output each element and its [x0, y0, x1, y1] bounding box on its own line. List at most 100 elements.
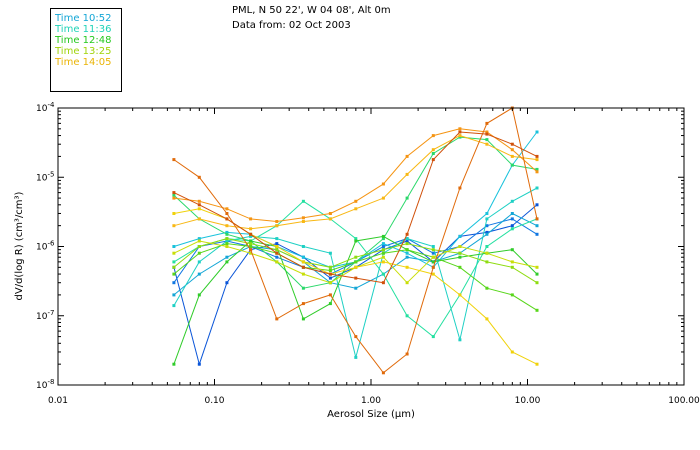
- series-s16: [172, 130, 539, 285]
- y-tick-label: 10-5: [36, 170, 54, 183]
- data-point: [354, 260, 358, 264]
- x-tick-label: 1.00: [361, 396, 381, 406]
- data-point: [485, 245, 489, 248]
- y-tick-label: 10-8: [36, 378, 54, 391]
- data-point: [275, 224, 279, 228]
- data-point: [197, 251, 201, 255]
- data-point: [510, 142, 514, 146]
- data-point: [354, 286, 358, 290]
- data-point: [301, 286, 305, 290]
- data-point: [249, 242, 253, 246]
- data-point: [197, 237, 201, 241]
- data-point: [354, 237, 358, 241]
- data-point: [172, 212, 176, 215]
- plot-frame: [57, 107, 685, 386]
- data-point: [328, 272, 332, 276]
- x-tick-label: 0.01: [48, 396, 68, 406]
- data-point: [301, 216, 305, 220]
- data-point: [197, 207, 201, 211]
- data-point: [405, 352, 409, 356]
- data-point: [172, 191, 176, 195]
- data-point: [485, 132, 489, 136]
- data-point: [510, 248, 514, 252]
- data-point: [354, 199, 358, 203]
- axis-layer: 0.01 0.10 1.00 10.00 100.00 10-8 10-7 10-6 10-5 1…: [36, 101, 700, 406]
- data-point: [172, 260, 176, 264]
- data-point: [172, 281, 176, 285]
- data-point: [485, 286, 489, 290]
- data-point: [225, 242, 229, 246]
- data-point: [249, 251, 253, 255]
- x-axis-label: Aerosol Size (µm): [327, 409, 415, 420]
- data-point: [197, 362, 201, 366]
- data-point: [275, 251, 279, 255]
- data-point: [301, 272, 305, 276]
- data-point: [172, 251, 176, 255]
- data-point: [197, 293, 201, 297]
- data-point: [225, 245, 229, 248]
- y-axis-label: dV/d(log R) (cm³/cm³): [14, 191, 25, 300]
- data-point: [225, 212, 229, 215]
- data-point: [485, 217, 489, 221]
- x-tick-label: 10.00: [515, 396, 541, 406]
- data-point: [275, 220, 279, 223]
- location-header: PML, N 50 22', W 04 08', Alt 0m: [232, 5, 391, 16]
- data-point: [510, 199, 514, 203]
- data-point: [354, 255, 358, 259]
- data-point: [431, 251, 435, 255]
- data-point: [510, 227, 514, 231]
- data-point: [485, 130, 489, 134]
- data-point: [510, 148, 514, 152]
- data-point: [328, 269, 332, 272]
- data-point: [197, 260, 201, 264]
- data-point: [275, 237, 279, 241]
- data-point: [354, 355, 358, 359]
- data-point: [485, 251, 489, 255]
- data-point: [510, 260, 514, 264]
- series-line: [173, 218, 538, 283]
- data-point: [354, 335, 358, 339]
- series-s14: [172, 127, 539, 223]
- data-point: [197, 175, 201, 179]
- data-point: [431, 335, 435, 339]
- data-point: [172, 362, 176, 366]
- data-point: [381, 371, 385, 375]
- data-point: [381, 182, 385, 186]
- series-s6: [172, 199, 539, 339]
- data-point: [301, 220, 305, 223]
- data-point: [510, 217, 514, 221]
- data-point: [172, 158, 176, 162]
- data-point: [535, 154, 539, 158]
- data-point: [381, 251, 385, 255]
- data-point: [225, 232, 229, 236]
- data-point: [405, 154, 409, 158]
- data-point: [328, 302, 332, 306]
- data-point: [405, 237, 409, 241]
- data-point: [535, 281, 539, 285]
- data-point: [431, 265, 435, 269]
- legend-entry-1248: Time 12:48: [55, 35, 112, 46]
- data-point: [225, 207, 229, 211]
- data-point: [535, 186, 539, 190]
- data-point: [458, 265, 462, 269]
- data-point: [381, 242, 385, 246]
- legend-entry-1405: Time 14:05: [55, 57, 112, 68]
- data-point: [249, 234, 253, 238]
- data-point: [405, 172, 409, 176]
- data-point: [431, 152, 435, 155]
- data-point: [431, 148, 435, 152]
- data-point: [405, 248, 409, 252]
- data-point: [535, 308, 539, 312]
- data-point: [172, 265, 176, 269]
- series-line: [173, 200, 538, 338]
- data-point: [431, 255, 435, 259]
- data-point: [458, 338, 462, 342]
- data-point: [249, 248, 253, 252]
- data-point: [405, 196, 409, 200]
- data-point: [172, 293, 176, 297]
- data-point: [172, 272, 176, 276]
- data-point: [405, 281, 409, 285]
- data-point: [328, 212, 332, 215]
- data-point: [354, 265, 358, 269]
- data-point: [354, 276, 358, 280]
